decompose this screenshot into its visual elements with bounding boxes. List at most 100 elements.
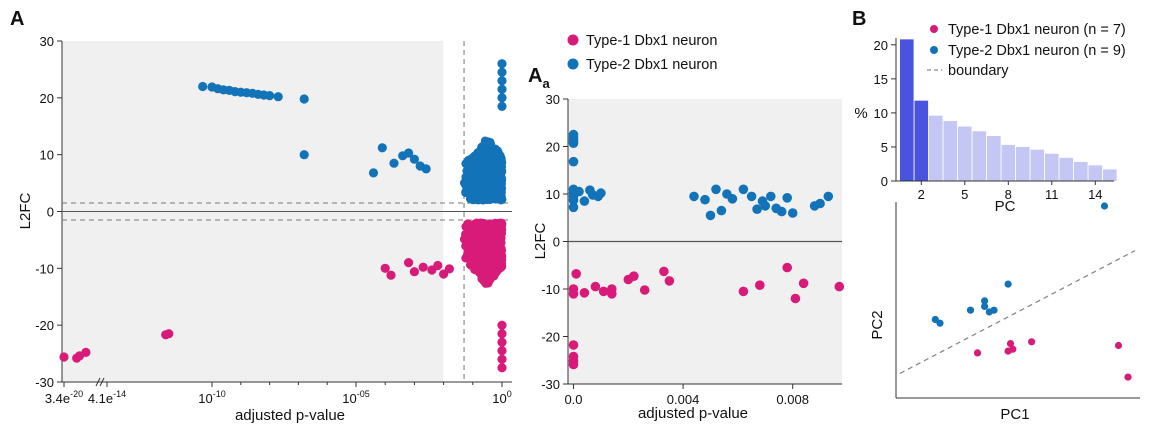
data-point-type1: [471, 251, 480, 260]
legend-b-background: [924, 16, 1146, 80]
data-point-type2: [766, 191, 776, 202]
x-tick-label: 8: [1005, 187, 1012, 202]
data-point-type2: [299, 94, 309, 104]
data-point-type2: [265, 91, 275, 101]
y-tick-label: 30: [546, 92, 560, 107]
pca-points-type1: [973, 338, 1132, 381]
data-point-type1: [59, 352, 69, 362]
data-point-type2: [473, 161, 482, 171]
scree-bar: [929, 115, 943, 181]
pca-y-axis-label: PC2: [869, 310, 886, 339]
y-tick-label: 0: [881, 174, 888, 189]
y-tick-label: -30: [541, 377, 560, 392]
data-point-type1: [639, 285, 650, 295]
data-point-type1: [479, 221, 489, 231]
data-point-type2: [568, 202, 579, 213]
y-tick-label: 20: [546, 140, 560, 155]
scree-bar: [1103, 169, 1117, 181]
data-point-type2: [981, 297, 989, 305]
data-point-type2: [787, 208, 798, 218]
x-tick-label: 0.004: [667, 392, 700, 407]
x-tick-label: 14: [1088, 187, 1102, 202]
y-tick-label: -10: [541, 282, 560, 297]
chart-b-pca: PC1 PC2: [869, 202, 1140, 423]
data-point-type1: [404, 258, 414, 268]
y-axis-label-aa: L2FC: [532, 222, 549, 259]
y-axis-label-a: L2FC: [17, 192, 34, 229]
data-point-type1: [476, 229, 486, 238]
x-tick-label: 11: [1045, 187, 1059, 202]
data-point-type2: [485, 172, 495, 182]
x-axis-label-aa: adjusted p-value: [638, 405, 748, 422]
scree-bar: [1088, 165, 1103, 181]
data-point-type2: [368, 168, 379, 178]
data-point-type2: [711, 184, 721, 195]
data-point-type1: [494, 222, 504, 232]
panel-label-aa: Aa: [528, 65, 550, 91]
data-point-type1: [1028, 338, 1036, 346]
data-point-type1: [579, 288, 590, 298]
data-point-type2: [574, 186, 584, 197]
data-point-type1: [497, 354, 507, 364]
data-point-type1: [418, 262, 428, 272]
data-point-type2: [568, 138, 579, 148]
y-tick-label: -10: [35, 261, 54, 276]
data-point-type2: [705, 210, 716, 221]
x-tick-label: 10-10: [198, 389, 225, 406]
y-tick-label: 10: [546, 187, 560, 202]
data-point-type2: [497, 76, 507, 86]
data-point-type2: [1004, 280, 1012, 288]
data-point-type1: [1004, 347, 1012, 355]
scree-bar: [1030, 149, 1045, 181]
data-point-type1: [834, 281, 845, 292]
data-point-type1: [409, 267, 419, 277]
data-point-type1: [659, 266, 669, 277]
data-point-type2: [776, 206, 787, 217]
x-tick-label: 5: [961, 187, 968, 202]
data-point-type1: [568, 359, 579, 370]
legend-type2-marker: [567, 58, 579, 70]
pca-boundary-line: [899, 250, 1136, 374]
data-point-type2: [936, 319, 944, 327]
data-point-type2: [471, 171, 480, 181]
data-point-type1: [488, 237, 498, 247]
data-point-type2: [493, 147, 503, 157]
data-point-type2: [409, 154, 419, 164]
data-point-type2: [488, 191, 498, 200]
data-point-type1: [497, 337, 507, 347]
data-point-type2: [273, 92, 283, 102]
data-point-type1: [1124, 373, 1132, 381]
points-type1-a: [59, 218, 507, 373]
data-point-type2: [496, 178, 505, 187]
x-tick-label: 2: [918, 187, 925, 202]
data-point-type1: [568, 340, 579, 350]
data-point-type2: [476, 177, 486, 187]
data-point-type2: [966, 306, 975, 314]
x-axis-label-a: adjusted p-value: [235, 407, 345, 424]
y-tick-label: -20: [35, 318, 54, 333]
y-tick-label: 20: [874, 38, 888, 53]
data-point-type1: [568, 289, 579, 299]
data-point-type2: [568, 195, 579, 205]
y-tick-label: 10: [40, 148, 54, 163]
scree-bar: [943, 121, 958, 181]
data-point-type2: [497, 59, 507, 69]
data-point-type1: [607, 289, 617, 299]
data-point-type2: [738, 184, 749, 195]
data-point-type2: [568, 156, 579, 167]
scree-bars: [900, 39, 1117, 181]
data-point-type1: [444, 264, 454, 274]
y-tick-label: 30: [40, 34, 54, 49]
data-point-type2: [727, 194, 738, 204]
data-point-type2: [700, 194, 710, 205]
data-point-type2: [404, 148, 414, 158]
data-point-type2: [689, 191, 699, 202]
data-point-type1: [590, 281, 601, 292]
data-point-type1: [497, 363, 507, 373]
data-point-type1: [469, 259, 479, 269]
data-point-type2: [815, 198, 825, 209]
data-point-type2: [389, 158, 399, 168]
data-point-type2: [481, 185, 491, 195]
y-ticks-aa: 30 20 10 0 -10 -20 -30: [541, 92, 568, 392]
legend-b-type1-label: Type-1 Dbx1 neuron (n = 7): [948, 22, 1126, 38]
